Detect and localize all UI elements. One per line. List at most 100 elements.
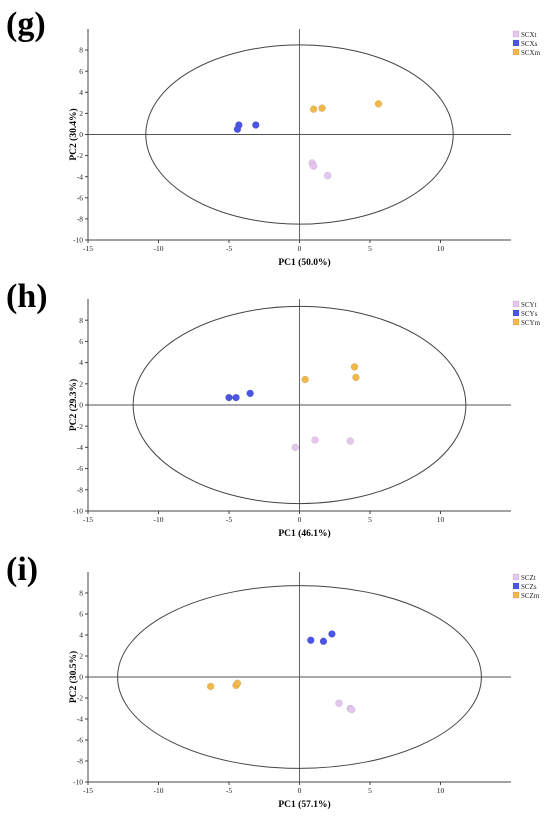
legend-label-scxm: SCXm	[521, 49, 541, 57]
confidence-ellipse	[132, 305, 467, 505]
y-tick-label: 8	[79, 589, 83, 598]
confidence-ellipse	[145, 44, 454, 225]
y-tick-label: -4	[77, 443, 83, 452]
y-axis-title: PC2 (30.5%)	[68, 651, 79, 703]
y-tick-label: -8	[77, 757, 83, 766]
x-tick-label: -10	[154, 515, 164, 524]
y-tick-label: 2	[79, 652, 83, 661]
y-tick-label: 0	[79, 401, 83, 410]
x-tick-label: 10	[437, 515, 445, 524]
point-scxt	[323, 171, 332, 180]
legend-label-scxs: SCXs	[521, 40, 538, 48]
x-tick-label: -5	[226, 244, 232, 253]
legend-swatch-scym	[512, 318, 520, 326]
y-tick-label: -6	[77, 464, 83, 473]
y-tick-label: 2	[79, 379, 83, 388]
legend-label-scxt: SCXt	[521, 31, 537, 39]
legend-swatch-sczs	[512, 582, 520, 590]
point-sczt	[335, 699, 343, 707]
point-sczt	[347, 705, 356, 714]
point-scxm	[374, 100, 383, 108]
point-sczs	[307, 636, 315, 644]
y-tick-label: 0	[79, 130, 83, 139]
y-axis-title: PC2 (29.3%)	[68, 379, 79, 431]
legend-label-scys: SCYs	[521, 310, 538, 318]
point-scxs	[233, 125, 242, 133]
legend-label-scym: SCYm	[521, 319, 541, 327]
y-tick-label: 6	[79, 67, 83, 76]
x-tick-label: -5	[226, 786, 232, 795]
point-sczs	[319, 637, 328, 646]
y-tick-label: -6	[77, 736, 83, 745]
x-tick-label: 5	[368, 515, 372, 524]
point-scyt	[346, 437, 355, 445]
x-tick-label: -10	[154, 786, 164, 795]
x-tick-label: 0	[298, 515, 302, 524]
point-scxm	[318, 104, 326, 112]
y-tick-label: -2	[77, 422, 83, 431]
legend-swatch-sczt	[512, 573, 520, 581]
y-tick-label: 2	[79, 109, 83, 118]
y-tick-label: -2	[77, 694, 83, 703]
y-tick-label: 4	[79, 631, 83, 640]
y-tick-label: -6	[77, 193, 83, 202]
y-tick-label: -2	[77, 151, 83, 160]
legend-swatch-scyt	[512, 300, 520, 308]
x-tick-label: -15	[83, 515, 93, 524]
x-tick-label: -5	[226, 515, 232, 524]
y-tick-label: -8	[77, 215, 83, 224]
legend-swatch-scxs	[512, 39, 520, 47]
point-scym	[352, 373, 360, 382]
point-sczm	[206, 682, 215, 691]
x-tick-label: 10	[437, 244, 445, 253]
legend-swatch-scxt	[512, 30, 520, 38]
point-scxs	[252, 121, 260, 129]
point-scxt	[309, 162, 318, 170]
panel-label: (i)	[6, 551, 38, 588]
x-tick-label: 10	[437, 786, 445, 795]
y-tick-label: 4	[79, 358, 83, 367]
y-tick-label: -10	[73, 778, 83, 787]
point-sczm	[233, 679, 242, 688]
x-axis-title: PC1 (46.1%)	[278, 528, 330, 539]
panel-label: (h)	[6, 278, 48, 315]
point-scys	[246, 389, 254, 398]
y-tick-label: 6	[79, 337, 83, 346]
point-scys	[225, 393, 233, 402]
x-axis-title: PC1 (50.0%)	[278, 257, 330, 268]
legend-swatch-scxm	[512, 48, 520, 56]
point-scxm	[309, 105, 318, 113]
y-tick-label: -4	[77, 172, 83, 181]
x-tick-label: 5	[368, 244, 372, 253]
legend-swatch-scys	[512, 309, 520, 317]
y-tick-label: -10	[73, 236, 83, 245]
y-tick-label: -8	[77, 485, 83, 494]
x-tick-label: 5	[368, 786, 372, 795]
y-tick-label: 6	[79, 610, 83, 619]
point-scys	[232, 393, 240, 402]
y-tick-label: 0	[79, 673, 83, 682]
y-tick-label: -10	[73, 507, 83, 516]
legend-label-scyt: SCYt	[521, 301, 537, 309]
y-tick-label: 4	[79, 88, 83, 97]
legend-label-sczs: SCZs	[521, 583, 537, 591]
y-axis-title: PC2 (30.4%)	[68, 108, 79, 160]
x-tick-label: -15	[83, 244, 93, 253]
y-tick-label: -4	[77, 715, 83, 724]
point-scyt	[291, 443, 300, 452]
panel-label: (g)	[6, 6, 46, 43]
x-axis-title: PC1 (57.1%)	[278, 799, 330, 810]
legend-label-sczm: SCZm	[521, 592, 540, 600]
x-tick-label: 0	[298, 244, 302, 253]
point-sczs	[328, 630, 336, 638]
confidence-ellipse	[117, 585, 482, 769]
point-scyt	[311, 436, 319, 444]
y-tick-label: 8	[79, 46, 83, 55]
point-scym	[301, 375, 309, 384]
y-tick-label: 8	[79, 316, 83, 325]
